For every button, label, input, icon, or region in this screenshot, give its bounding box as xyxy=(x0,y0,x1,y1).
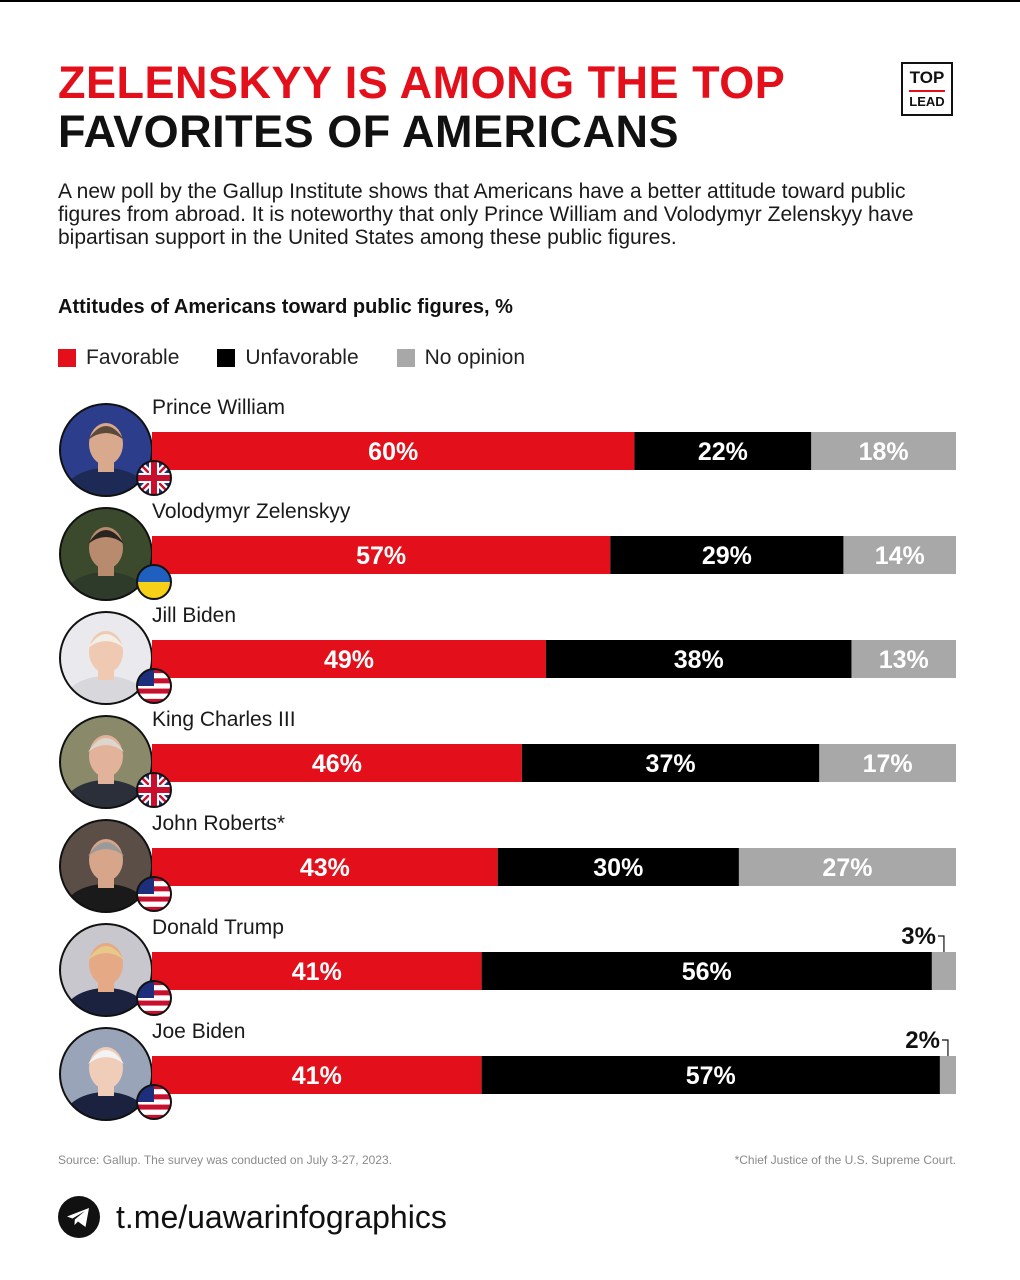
legend-item-unfavorable: Unfavorable xyxy=(217,346,359,370)
leader-line xyxy=(941,1039,949,1056)
bar-row-john-roberts: John Roberts* 43% 30% 27% xyxy=(59,812,956,913)
page-title: ZELENSKYY IS AMONG THE TOP FAVORITES OF … xyxy=(58,58,785,156)
value-label-favorable: 41% xyxy=(292,1062,342,1090)
bar-no-opinion-john-roberts xyxy=(738,848,956,886)
value-label-unfavorable: 30% xyxy=(593,854,643,882)
value-label-favorable: 57% xyxy=(356,542,406,570)
bar-row-king-charles-iii: King Charles III 46% 37% 17% xyxy=(59,708,956,809)
bar-row-joe-biden: Joe Biden 41% 57% 2% xyxy=(59,1020,956,1121)
bar-no-opinion-volodymyr-zelenskyy xyxy=(843,536,956,574)
top-border xyxy=(0,0,1020,2)
bar-no-opinion-king-charles-iii xyxy=(819,744,956,782)
bar-no-opinion-jill-biden xyxy=(851,640,956,678)
portrait-donald-trump xyxy=(59,923,153,1017)
source-note: Source: Gallup. The survey was conducted… xyxy=(58,1153,392,1167)
portrait-prince-william xyxy=(59,403,153,497)
bar-unfavorable-joe-biden xyxy=(481,1056,940,1094)
bar-row-prince-william: Prince William 60% 22% 18% xyxy=(59,396,956,497)
bar-no-opinion-prince-william xyxy=(811,432,956,470)
bar-unfavorable-donald-trump xyxy=(481,952,932,990)
value-label-no-opinion: 14% xyxy=(875,542,925,570)
footnote: *Chief Justice of the U.S. Supreme Court… xyxy=(734,1153,956,1167)
legend-label-favorable: Favorable xyxy=(86,346,180,369)
flag-ukraine-icon xyxy=(137,565,171,599)
value-label-no-opinion: 13% xyxy=(879,646,929,674)
bar-favorable-volodymyr-zelenskyy xyxy=(152,536,611,574)
bar-unfavorable-king-charles-iii xyxy=(521,744,820,782)
flag-usa-icon xyxy=(137,669,171,703)
toplead-logo: TOP LEAD xyxy=(901,62,953,116)
logo-bottom-text: LEAD xyxy=(909,94,945,109)
bar-row-jill-biden: Jill Biden 49% 38% 13% xyxy=(59,604,956,705)
portrait-joe-biden xyxy=(59,1027,153,1121)
bar-favorable-john-roberts xyxy=(152,848,498,886)
legend-label-no-opinion: No opinion xyxy=(424,346,526,369)
logo-top-text: TOP xyxy=(909,68,945,87)
category-label: Prince William xyxy=(152,396,285,419)
value-label-unfavorable: 37% xyxy=(646,750,696,778)
value-label-no-opinion: 18% xyxy=(859,438,909,466)
bar-favorable-donald-trump xyxy=(152,952,482,990)
telegram-url[interactable]: t.me/uawarinfographics xyxy=(116,1198,447,1235)
bar-favorable-joe-biden xyxy=(152,1056,482,1094)
legend-item-favorable: Favorable xyxy=(58,346,179,370)
portrait-king-charles-iii xyxy=(59,715,153,809)
bar-unfavorable-prince-william xyxy=(634,432,812,470)
title-line-2: FAVORITES OF AMERICANS xyxy=(58,106,680,157)
legend-swatch-unfavorable xyxy=(217,349,236,367)
leader-line xyxy=(937,935,945,952)
category-label: King Charles III xyxy=(152,708,296,731)
value-label-favorable: 43% xyxy=(300,854,350,882)
title-line-1: ZELENSKYY IS AMONG THE TOP xyxy=(58,57,786,108)
legend-swatch-no-opinion xyxy=(396,349,415,367)
portrait-john-roberts xyxy=(59,819,153,913)
category-label: Joe Biden xyxy=(152,1020,245,1043)
value-label-no-opinion: 27% xyxy=(822,854,872,882)
portrait-volodymyr-zelenskyy xyxy=(59,507,153,601)
chart-title: Attitudes of Americans toward public fig… xyxy=(58,296,513,318)
telegram-icon xyxy=(58,1196,100,1238)
bar-no-opinion-donald-trump xyxy=(931,952,956,990)
category-label: Volodymyr Zelenskyy xyxy=(152,500,351,523)
category-label: Donald Trump xyxy=(152,916,284,939)
value-label-favorable: 46% xyxy=(312,750,362,778)
bar-favorable-king-charles-iii xyxy=(152,744,522,782)
legend-label-unfavorable: Unfavorable xyxy=(245,346,359,369)
stacked-bar-chart: Prince William 60% 22% 18% Volodymyr Zelensk… xyxy=(59,396,956,1121)
logo-divider xyxy=(909,90,945,92)
bar-row-donald-trump: Donald Trump 41% 56% 3% xyxy=(59,916,956,1017)
value-label-no-opinion: 3% xyxy=(901,923,936,950)
bar-unfavorable-volodymyr-zelenskyy xyxy=(610,536,844,574)
value-label-favorable: 49% xyxy=(324,646,374,674)
telegram-link[interactable]: t.me/uawarinfographics xyxy=(58,1196,447,1238)
value-label-favorable: 41% xyxy=(292,958,342,986)
bar-favorable-prince-william xyxy=(152,432,635,470)
value-label-unfavorable: 56% xyxy=(682,958,732,986)
value-label-unfavorable: 57% xyxy=(686,1062,736,1090)
value-label-unfavorable: 38% xyxy=(674,646,724,674)
bar-favorable-jill-biden xyxy=(152,640,546,678)
value-label-favorable: 60% xyxy=(368,438,418,466)
bar-unfavorable-jill-biden xyxy=(545,640,852,678)
category-label: John Roberts* xyxy=(152,812,285,835)
category-label: Jill Biden xyxy=(152,604,236,627)
bar-unfavorable-john-roberts xyxy=(497,848,739,886)
legend-item-no-opinion: No opinion xyxy=(396,346,526,370)
legend-swatch-favorable xyxy=(58,349,76,367)
bar-no-opinion-joe-biden xyxy=(939,1056,956,1094)
lede-paragraph: A new poll by the Gallup Institute shows… xyxy=(58,180,914,249)
value-label-no-opinion: 17% xyxy=(863,750,913,778)
portrait-jill-biden xyxy=(59,611,153,705)
value-label-unfavorable: 29% xyxy=(702,542,752,570)
value-label-no-opinion: 2% xyxy=(905,1027,940,1054)
chart-legend: Favorable Unfavorable No opinion xyxy=(58,346,525,370)
value-label-unfavorable: 22% xyxy=(698,438,748,466)
